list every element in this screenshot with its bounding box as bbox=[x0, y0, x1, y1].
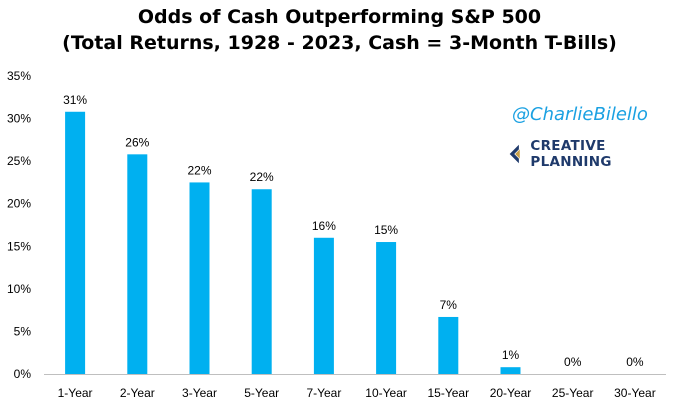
x-tick-label: 30-Year bbox=[614, 386, 656, 400]
x-tick-label: 20-Year bbox=[490, 386, 532, 400]
x-tick-label: 10-Year bbox=[365, 386, 407, 400]
data-label: 7% bbox=[440, 298, 458, 312]
data-label: 0% bbox=[564, 355, 582, 369]
creative-planning-logo-icon bbox=[509, 144, 520, 164]
x-tick-label: 15-Year bbox=[428, 386, 470, 400]
x-tick-label: 1-Year bbox=[58, 386, 93, 400]
x-tick-label: 5-Year bbox=[244, 386, 279, 400]
data-label: 31% bbox=[63, 93, 87, 107]
company-name: CREATIVE PLANNING bbox=[530, 138, 612, 170]
x-tick-label: 7-Year bbox=[306, 386, 341, 400]
y-tick-label: 5% bbox=[14, 324, 32, 338]
y-tick-label: 0% bbox=[14, 367, 32, 381]
x-tick-label: 2-Year bbox=[120, 386, 155, 400]
data-label: 22% bbox=[250, 170, 274, 184]
bar bbox=[500, 367, 521, 374]
chart-title: Odds of Cash Outperforming S&P 500 bbox=[137, 6, 542, 28]
y-tick-label: 20% bbox=[7, 197, 31, 211]
bar bbox=[251, 189, 272, 374]
bar bbox=[127, 154, 148, 374]
x-tick-label: 25-Year bbox=[552, 386, 594, 400]
y-tick-label: 15% bbox=[7, 239, 31, 253]
y-tick-label: 30% bbox=[7, 112, 31, 126]
y-tick-label: 25% bbox=[7, 154, 31, 168]
data-label: 26% bbox=[125, 135, 149, 149]
bar bbox=[65, 111, 86, 374]
data-label: 15% bbox=[374, 223, 398, 237]
author-handle: @CharlieBilello bbox=[512, 104, 648, 125]
data-label: 22% bbox=[187, 163, 211, 177]
x-tick-label: 3-Year bbox=[182, 386, 217, 400]
chart-subtitle: (Total Returns, 1928 - 2023, Cash = 3-Mo… bbox=[62, 32, 617, 54]
data-label: 16% bbox=[312, 219, 336, 233]
brand-logo: CREATIVE PLANNING bbox=[506, 138, 679, 170]
bar bbox=[376, 242, 397, 374]
data-label: 1% bbox=[502, 348, 520, 362]
bar bbox=[438, 316, 459, 374]
y-tick-label: 10% bbox=[7, 282, 31, 296]
bar bbox=[189, 182, 210, 374]
y-tick-label: 35% bbox=[7, 69, 31, 83]
bar bbox=[313, 237, 334, 374]
data-label: 0% bbox=[626, 355, 644, 369]
